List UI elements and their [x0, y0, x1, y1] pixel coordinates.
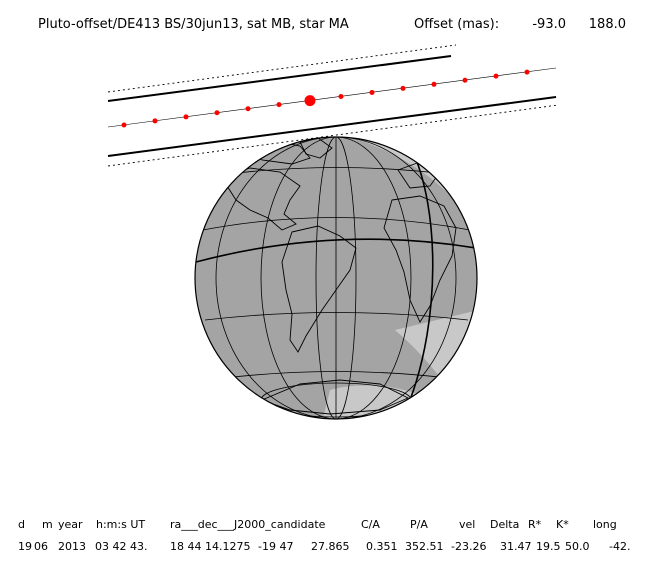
path-dot — [152, 118, 158, 124]
south-shadow-limit — [107, 96, 557, 157]
earth-globe — [194, 136, 478, 420]
table-header-cell: P/A — [410, 518, 428, 531]
globe-limb — [194, 136, 478, 420]
offset-ra: -93.0 — [532, 17, 566, 32]
table-value-cell: 2013 — [58, 540, 86, 553]
table-value-cell: 19 — [18, 540, 32, 553]
table-value-cell: -42. — [609, 540, 630, 553]
table-header-cell: C/A — [361, 518, 380, 531]
table-header-cell: m — [42, 518, 53, 531]
path-dot — [121, 122, 127, 128]
path-dot — [462, 77, 468, 83]
path-dot — [338, 94, 344, 100]
table-value-cell: -23.26 — [451, 540, 486, 553]
table-value-cell: 27.865 — [311, 540, 350, 553]
table-header-cell: ra___dec___J2000_candidate — [170, 518, 326, 531]
north-uncertainty-limit — [107, 44, 457, 93]
table-header-cell: long — [593, 518, 617, 531]
shadow-path — [107, 44, 559, 167]
table-header-cell: year — [58, 518, 83, 531]
path-dot — [214, 110, 220, 116]
table-header-cell: Delta — [490, 518, 519, 531]
path-dot — [431, 81, 437, 87]
table-value-cell: 19.5 — [536, 540, 561, 553]
path-dot — [524, 69, 530, 75]
path-dot — [400, 85, 406, 91]
table-value-cell: 18 44 14.1275 — [170, 540, 250, 553]
north-shadow-limit — [107, 55, 452, 102]
path-dot — [245, 106, 251, 112]
equator-line — [195, 238, 477, 263]
table-header-cell: R* — [528, 518, 542, 531]
path-dots — [121, 69, 530, 128]
closest-approach-dot — [304, 95, 316, 107]
table-value-cell: 0.351 — [366, 540, 398, 553]
table-value-row: 19 06 2013 03 42 43. 18 44 14.1275 -19 47 27.8… — [18, 540, 630, 553]
table-value-cell: 06 — [34, 540, 48, 553]
continent-outlines — [221, 137, 457, 415]
path-dot — [183, 114, 189, 120]
table-value-cell: 03 42 43. — [95, 540, 147, 553]
table-value-cell: 31.47 — [500, 540, 532, 553]
offset-label: Offset (mas): — [414, 17, 499, 32]
table-value-cell: -19 47 — [258, 540, 293, 553]
table-value-cell: 50.0 — [565, 540, 590, 553]
table-value-cell: 352.51 — [405, 540, 444, 553]
table-header-cell: K* — [556, 518, 569, 531]
table-header-row: d m year h:m:s UT ra___dec___J2000_candidate… — [18, 518, 617, 531]
south-uncertainty-limit — [107, 104, 559, 167]
offset-dec: 188.0 — [589, 17, 626, 32]
path-dot — [493, 73, 499, 79]
path-dot — [276, 102, 282, 108]
table-header-cell: d — [18, 518, 25, 531]
path-dot — [369, 89, 375, 95]
table-header-cell: vel — [459, 518, 475, 531]
title-left: Pluto-offset/DE413 BS/30jun13, sat MB, s… — [38, 17, 349, 32]
table-header-cell: h:m:s UT — [96, 518, 145, 531]
event-table: d m year h:m:s UT ra___dec___J2000_candidate… — [18, 518, 630, 553]
centerline — [107, 67, 557, 128]
